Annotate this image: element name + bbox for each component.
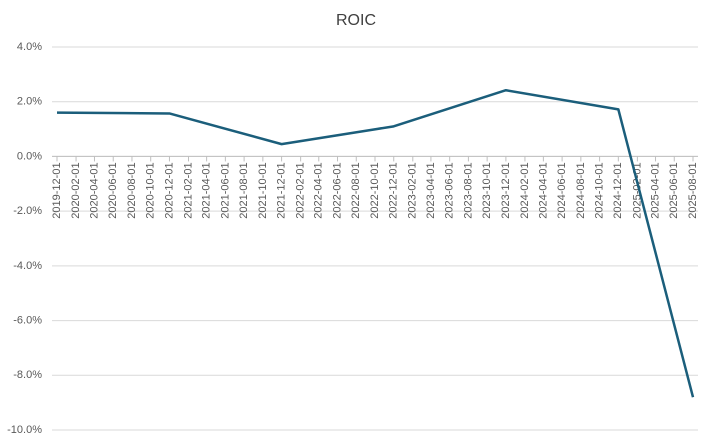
- x-tick-label: 2022-10-01: [369, 162, 381, 218]
- x-tick-label: 2023-06-01: [444, 162, 456, 218]
- y-tick-label: 0.0%: [17, 150, 42, 162]
- x-tick-label: 2023-12-01: [500, 162, 512, 218]
- x-tick-label: 2020-10-01: [145, 162, 157, 218]
- x-tick-label: 2024-02-01: [519, 162, 531, 218]
- x-tick-label: 2025-04-01: [649, 162, 661, 218]
- y-tick-label: -6.0%: [13, 314, 42, 326]
- y-tick-label: -2.0%: [13, 205, 42, 217]
- x-tick-label: 2021-02-01: [182, 162, 194, 218]
- x-tick-label: 2021-06-01: [219, 162, 231, 218]
- x-tick-label: 2023-02-01: [407, 162, 419, 218]
- x-tick-label: 2025-02-01: [631, 162, 643, 218]
- x-tick-label: 2021-08-01: [238, 162, 250, 218]
- x-tick-label: 2024-12-01: [612, 162, 624, 218]
- x-tick-label: 2021-12-01: [276, 162, 288, 218]
- x-tick-label: 2025-08-01: [687, 162, 699, 218]
- y-tick-label: -10.0%: [7, 424, 42, 436]
- x-tick-label: 2020-02-01: [70, 162, 82, 218]
- y-tick-label: 2.0%: [17, 96, 42, 108]
- x-tick-label: 2022-04-01: [313, 162, 325, 218]
- x-tick-label: 2022-12-01: [388, 162, 400, 218]
- x-tick-label: 2021-10-01: [257, 162, 269, 218]
- x-tick-label: 2021-04-01: [201, 162, 213, 218]
- x-tick-label: 2024-10-01: [594, 162, 606, 218]
- x-tick-label: 2022-06-01: [331, 162, 343, 218]
- x-tick-label: 2022-08-01: [350, 162, 362, 218]
- y-tick-label: 4.0%: [17, 41, 42, 53]
- x-tick-label: 2024-04-01: [537, 162, 549, 218]
- x-tick-label: 2020-12-01: [163, 162, 175, 218]
- chart-title: ROIC: [336, 12, 376, 29]
- x-tick-label: 2020-04-01: [88, 162, 100, 218]
- x-tick-label: 2020-08-01: [126, 162, 138, 218]
- x-tick-label: 2024-06-01: [556, 162, 568, 218]
- y-tick-label: -8.0%: [13, 369, 42, 381]
- x-tick-label: 2019-12-01: [51, 162, 63, 218]
- x-tick-label: 2023-10-01: [481, 162, 493, 218]
- x-tick-label: 2023-08-01: [462, 162, 474, 218]
- x-tick-label: 2024-08-01: [575, 162, 587, 218]
- x-tick-label: 2025-06-01: [668, 162, 680, 218]
- x-tick-label: 2020-06-01: [107, 162, 119, 218]
- line: [56, 88, 695, 398]
- x-tick-label: 2023-04-01: [425, 162, 437, 218]
- x-tick-label: 2022-02-01: [295, 162, 307, 218]
- y-tick-label: -4.0%: [13, 260, 42, 272]
